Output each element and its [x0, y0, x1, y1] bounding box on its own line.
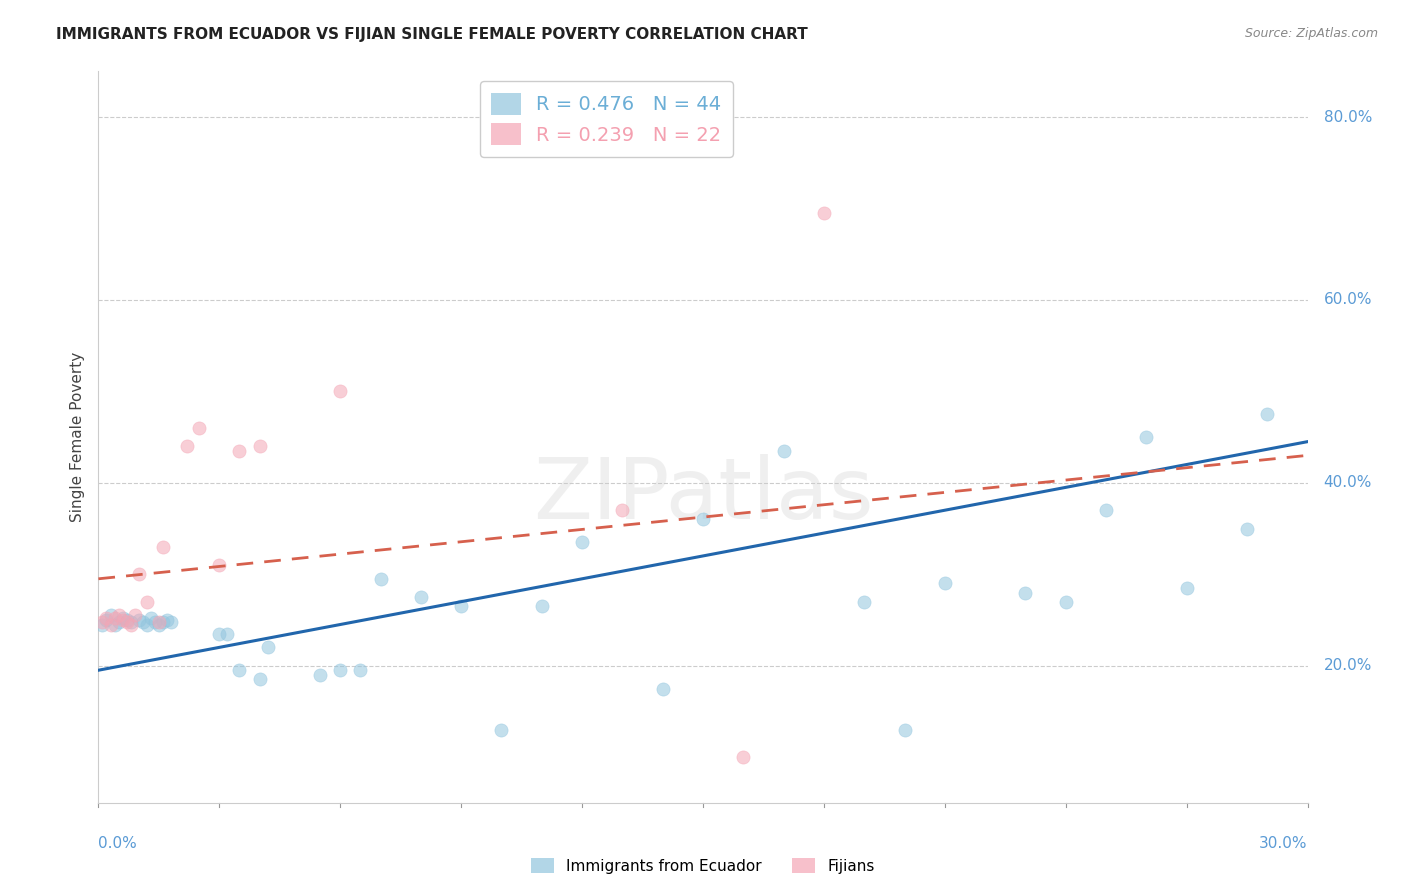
Point — [91, 617, 114, 632]
Point — [176, 439, 198, 453]
Point — [450, 599, 472, 614]
Point — [100, 608, 122, 623]
Point — [1256, 407, 1278, 421]
Legend: R = 0.476   N = 44, R = 0.239   N = 22: R = 0.476 N = 44, R = 0.239 N = 22 — [479, 81, 733, 157]
Point — [893, 723, 915, 737]
Point — [120, 615, 142, 629]
Text: 40.0%: 40.0% — [1323, 475, 1372, 491]
Point — [135, 594, 157, 608]
Y-axis label: Single Female Poverty: Single Female Poverty — [69, 352, 84, 522]
Point — [692, 512, 714, 526]
Point — [491, 723, 513, 737]
Point — [733, 750, 755, 764]
Point — [651, 681, 673, 696]
Point — [370, 572, 392, 586]
Point — [96, 611, 118, 625]
Point — [115, 615, 138, 629]
Point — [103, 611, 125, 625]
Point — [772, 443, 794, 458]
Point — [188, 421, 211, 435]
Text: 0.0%: 0.0% — [98, 836, 138, 851]
Point — [853, 594, 876, 608]
Point — [139, 611, 162, 625]
Point — [96, 613, 118, 627]
Point — [111, 613, 134, 627]
Point — [256, 640, 278, 655]
Point — [107, 608, 129, 623]
Point — [612, 503, 634, 517]
Point — [228, 663, 250, 677]
Point — [208, 558, 231, 573]
Point — [1135, 430, 1157, 444]
Legend: Immigrants from Ecuador, Fijians: Immigrants from Ecuador, Fijians — [524, 852, 882, 880]
Point — [115, 613, 138, 627]
Text: IMMIGRANTS FROM ECUADOR VS FIJIAN SINGLE FEMALE POVERTY CORRELATION CHART: IMMIGRANTS FROM ECUADOR VS FIJIAN SINGLE… — [56, 27, 808, 42]
Point — [1175, 581, 1198, 595]
Point — [249, 439, 271, 453]
Point — [530, 599, 553, 614]
Point — [128, 567, 150, 582]
Point — [217, 626, 239, 640]
Point — [148, 617, 170, 632]
Point — [100, 617, 122, 632]
Point — [111, 611, 134, 625]
Point — [120, 617, 142, 632]
Text: 20.0%: 20.0% — [1323, 658, 1372, 673]
Point — [813, 206, 835, 220]
Point — [934, 576, 956, 591]
Point — [152, 540, 174, 554]
Point — [1014, 585, 1036, 599]
Text: ZIPatlas: ZIPatlas — [533, 454, 873, 537]
Point — [208, 626, 231, 640]
Point — [132, 615, 155, 629]
Point — [1095, 503, 1118, 517]
Point — [249, 673, 271, 687]
Point — [329, 663, 352, 677]
Point — [329, 384, 352, 399]
Point — [156, 613, 179, 627]
Point — [128, 613, 150, 627]
Point — [349, 663, 371, 677]
Point — [143, 615, 166, 629]
Point — [228, 443, 250, 458]
Point — [107, 615, 129, 629]
Point — [135, 617, 157, 632]
Point — [409, 590, 432, 604]
Point — [124, 608, 146, 623]
Text: 30.0%: 30.0% — [1260, 836, 1308, 851]
Text: 60.0%: 60.0% — [1323, 293, 1372, 308]
Point — [1236, 521, 1258, 535]
Point — [160, 615, 183, 629]
Point — [571, 535, 593, 549]
Point — [91, 615, 114, 629]
Point — [309, 667, 332, 681]
Point — [152, 615, 174, 629]
Text: 80.0%: 80.0% — [1323, 110, 1372, 125]
Point — [148, 615, 170, 629]
Text: Source: ZipAtlas.com: Source: ZipAtlas.com — [1244, 27, 1378, 40]
Point — [103, 617, 125, 632]
Point — [1054, 594, 1077, 608]
